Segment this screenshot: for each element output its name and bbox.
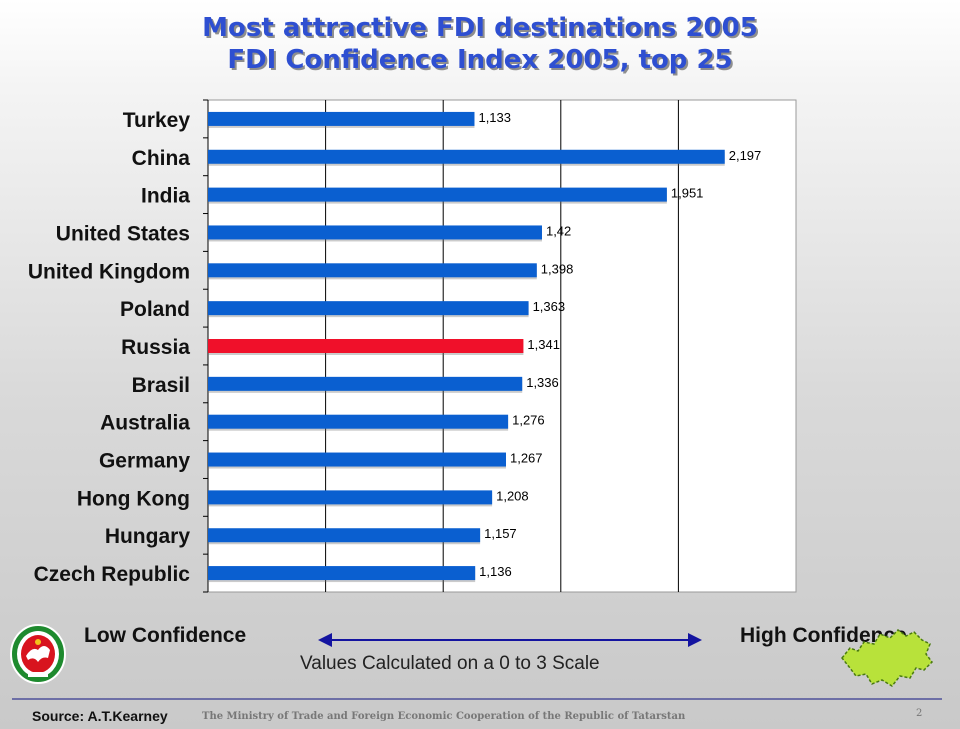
category-label: Russia — [121, 336, 190, 359]
bar — [208, 225, 542, 240]
category-label: China — [132, 147, 191, 170]
bar — [208, 414, 509, 429]
bar — [208, 301, 529, 316]
scale-note: Values Calculated on a 0 to 3 Scale — [300, 653, 600, 674]
bar — [208, 452, 506, 467]
value-label: 1,336 — [526, 375, 559, 390]
bar — [208, 376, 523, 391]
value-label: 1,208 — [496, 488, 529, 503]
page-number: 2 — [916, 708, 923, 719]
bar — [208, 111, 475, 126]
tatarstan-emblem-icon — [10, 624, 66, 684]
low-confidence-label: Low Confidence — [84, 624, 247, 647]
bar — [208, 339, 524, 353]
category-label: Czech Republic — [34, 563, 191, 586]
arrow-head-left — [318, 633, 332, 647]
ministry-label: The Ministry of Trade and Foreign Econom… — [202, 711, 686, 722]
bar — [208, 263, 537, 278]
value-label: 1,951 — [671, 186, 704, 201]
bar — [208, 566, 476, 581]
value-label: 2,197 — [729, 148, 762, 163]
value-label: 1,267 — [510, 451, 543, 466]
arrow-head-right — [688, 633, 702, 647]
value-label: 1,133 — [478, 110, 511, 125]
category-label: Hungary — [105, 525, 191, 548]
category-label: United States — [56, 222, 190, 245]
value-label: 1,42 — [546, 223, 571, 238]
category-label: Poland — [120, 298, 190, 321]
value-label: 1,363 — [533, 299, 566, 314]
bar — [208, 149, 725, 164]
category-label: United Kingdom — [28, 260, 190, 283]
source-label: Source: A.T.Kearney — [32, 708, 168, 724]
title-line-2: FDI Confidence Index 2005, top 25 — [227, 45, 733, 75]
category-label: Germany — [99, 450, 190, 473]
title-line-1: Most attractive FDI destinations 2005 — [202, 13, 758, 43]
bar — [208, 490, 493, 505]
value-label: 1,157 — [484, 526, 517, 541]
footer-divider — [12, 698, 942, 700]
confidence-arrow — [318, 633, 702, 647]
high-confidence-label: High Confidence — [740, 624, 907, 647]
bar-chart: Turkey 1,133 China 2,197 India 1,951 United St… — [28, 99, 797, 593]
value-label: 1,136 — [479, 564, 512, 579]
category-label: Australia — [100, 412, 190, 435]
value-label: 1,341 — [527, 337, 560, 352]
category-label: Hong Kong — [77, 487, 190, 510]
tatarstan-map-icon — [841, 629, 933, 687]
category-label: Brasil — [132, 374, 190, 397]
value-label: 1,276 — [512, 413, 545, 428]
value-label: 1,398 — [541, 261, 574, 276]
bar — [208, 528, 481, 543]
bar — [208, 187, 667, 202]
category-label: Turkey — [123, 109, 191, 132]
category-label: India — [141, 185, 190, 208]
